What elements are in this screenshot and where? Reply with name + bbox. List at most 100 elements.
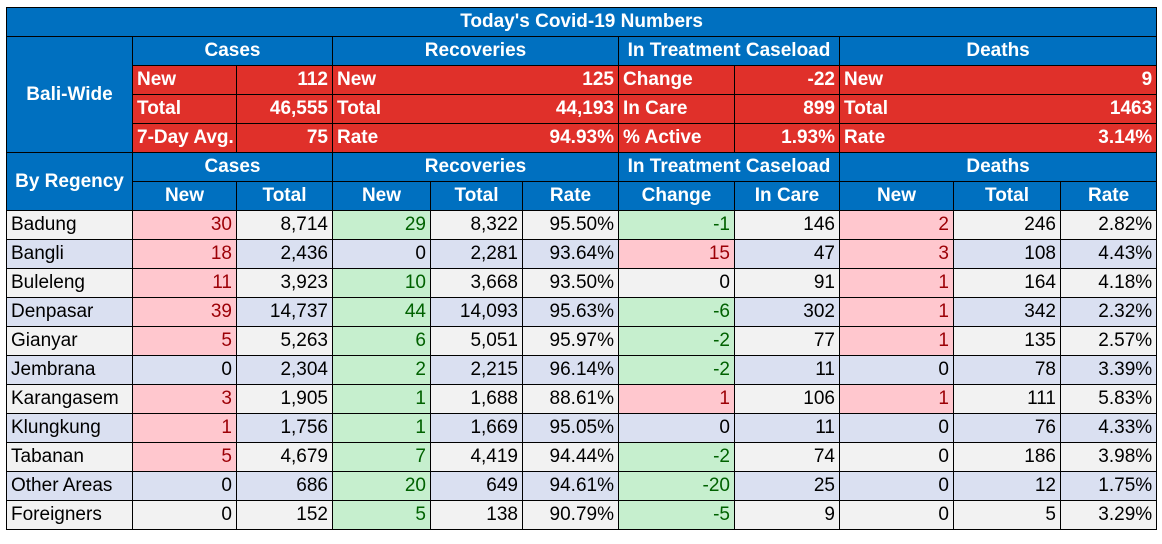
deaths-summary-label: New xyxy=(839,65,1061,95)
group-recoveries-header: Recoveries xyxy=(332,36,619,66)
deaths-new-cell: 0 xyxy=(839,355,954,385)
deaths-rate-cell: 3.29% xyxy=(1059,500,1158,530)
deaths-new-cell: 1 xyxy=(839,384,954,414)
cases-summary-label: New xyxy=(132,65,237,95)
in-care-cell: 146 xyxy=(734,210,840,240)
deaths-rate-cell: 4.43% xyxy=(1059,239,1158,269)
cases-summary-value: 75 xyxy=(236,123,333,153)
in-care-cell: 91 xyxy=(734,268,840,298)
group-deaths-header: Deaths xyxy=(838,36,1158,66)
deaths-total-cell: 246 xyxy=(953,210,1061,240)
recoveries-rate-cell: 94.44% xyxy=(522,442,619,472)
deaths-rate-cell: 3.98% xyxy=(1059,442,1158,472)
column-header: Rate xyxy=(522,181,619,211)
treatment-summary-value: -22 xyxy=(734,65,840,95)
regency-name-cell: Jembrana xyxy=(6,355,133,385)
column-header: In Care xyxy=(734,181,840,211)
column-header: Total xyxy=(953,181,1061,211)
cases-total-cell: 1,905 xyxy=(236,384,333,414)
regency-name-cell: Other Areas xyxy=(6,471,133,501)
table-row: Denpasar 39 14,737 44 14,093 95.63% -6 302 1 342 2… xyxy=(6,297,1158,327)
deaths-new-cell: 1 xyxy=(839,297,954,327)
treatment-summary-label: % Active xyxy=(618,123,735,153)
change-cell: -6 xyxy=(618,297,735,327)
cases-new-cell: 0 xyxy=(132,500,237,530)
column-header-row: New Total New Total Rate Change In Care … xyxy=(7,181,1158,211)
cases-new-cell: 5 xyxy=(132,442,237,472)
regency-name-cell: Klungkung xyxy=(6,413,133,443)
deaths-new-cell: 1 xyxy=(839,326,954,356)
deaths-total-cell: 108 xyxy=(953,239,1061,269)
change-cell: -2 xyxy=(618,442,735,472)
recoveries-total-cell: 1,669 xyxy=(430,413,523,443)
deaths-rate-cell: 2.57% xyxy=(1059,326,1158,356)
in-care-cell: 302 xyxy=(734,297,840,327)
in-care-cell: 77 xyxy=(734,326,840,356)
deaths-new-cell: 0 xyxy=(839,471,954,501)
recoveries-rate-cell: 96.14% xyxy=(522,355,619,385)
in-care-cell: 11 xyxy=(734,413,840,443)
in-care-cell: 9 xyxy=(734,500,840,530)
regency-name-cell: Badung xyxy=(6,210,133,240)
recoveries-summary-value: 94.93% xyxy=(522,123,619,153)
recoveries-summary-value: 44,193 xyxy=(522,94,619,124)
treatment-summary-value: 899 xyxy=(734,94,840,124)
cases-summary-label: Total xyxy=(132,94,237,124)
treatment-summary-value: 1.93% xyxy=(734,123,840,153)
column-header: Total xyxy=(236,181,333,211)
recoveries-summary-value: 125 xyxy=(522,65,619,95)
table-row: Jembrana 0 2,304 2 2,215 96.14% -2 11 0 78 3.39% xyxy=(6,355,1158,385)
recoveries-new-cell: 29 xyxy=(332,210,431,240)
deaths-rate-cell: 1.75% xyxy=(1059,471,1158,501)
recoveries-total-cell: 3,668 xyxy=(430,268,523,298)
column-header: Total xyxy=(430,181,523,211)
cases-summary-value: 112 xyxy=(236,65,333,95)
column-header: New xyxy=(839,181,954,211)
in-care-cell: 74 xyxy=(734,442,840,472)
group-treatment-header: In Treatment Caseload xyxy=(618,152,840,182)
deaths-rate-cell: 3.39% xyxy=(1059,355,1158,385)
deaths-total-cell: 135 xyxy=(953,326,1061,356)
cases-total-cell: 14,737 xyxy=(236,297,333,327)
deaths-summary-value: 9 xyxy=(1060,65,1158,95)
cases-summary-label: 7-Day Avg. xyxy=(132,123,237,153)
recoveries-total-cell: 5,051 xyxy=(430,326,523,356)
change-cell: -5 xyxy=(618,500,735,530)
regency-name-cell: Karangasem xyxy=(6,384,133,414)
change-cell: 0 xyxy=(618,268,735,298)
regency-name-cell: Buleleng xyxy=(6,268,133,298)
change-cell: -1 xyxy=(618,210,735,240)
deaths-new-cell: 0 xyxy=(839,413,954,443)
recoveries-total-cell: 8,322 xyxy=(430,210,523,240)
cases-new-cell: 18 xyxy=(132,239,237,269)
table-row: Tabanan 5 4,679 7 4,419 94.44% -2 74 0 186 3.98% xyxy=(6,442,1158,472)
in-care-cell: 25 xyxy=(734,471,840,501)
deaths-rate-cell: 5.83% xyxy=(1059,384,1158,414)
deaths-new-cell: 3 xyxy=(839,239,954,269)
change-cell: -20 xyxy=(618,471,735,501)
recoveries-total-cell: 649 xyxy=(430,471,523,501)
table-row: Badung 30 8,714 29 8,322 95.50% -1 146 2 246 2.82% xyxy=(6,210,1158,240)
recoveries-rate-cell: 93.64% xyxy=(522,239,619,269)
cases-summary-value: 46,555 xyxy=(236,94,333,124)
cases-new-cell: 0 xyxy=(132,471,237,501)
in-care-cell: 47 xyxy=(734,239,840,269)
bali-wide-row: Total 46,555 Total 44,193 In Care 899 To… xyxy=(7,94,1158,124)
deaths-summary-label: Total xyxy=(839,94,1061,124)
deaths-new-cell: 2 xyxy=(839,210,954,240)
regency-name-cell: Bangli xyxy=(6,239,133,269)
recoveries-new-cell: 20 xyxy=(332,471,431,501)
column-header: New xyxy=(332,181,431,211)
table-row: Klungkung 1 1,756 1 1,669 95.05% 0 11 0 76 4.33% xyxy=(6,413,1158,443)
recoveries-rate-cell: 94.61% xyxy=(522,471,619,501)
deaths-total-cell: 186 xyxy=(953,442,1061,472)
change-cell: -2 xyxy=(618,326,735,356)
change-cell: 0 xyxy=(618,413,735,443)
deaths-summary-value: 3.14% xyxy=(1060,123,1158,153)
cases-total-cell: 5,263 xyxy=(236,326,333,356)
deaths-total-cell: 111 xyxy=(953,384,1061,414)
deaths-new-cell: 1 xyxy=(839,268,954,298)
cases-total-cell: 2,304 xyxy=(236,355,333,385)
cases-new-cell: 1 xyxy=(132,413,237,443)
group-cases-header: Cases xyxy=(132,36,333,66)
